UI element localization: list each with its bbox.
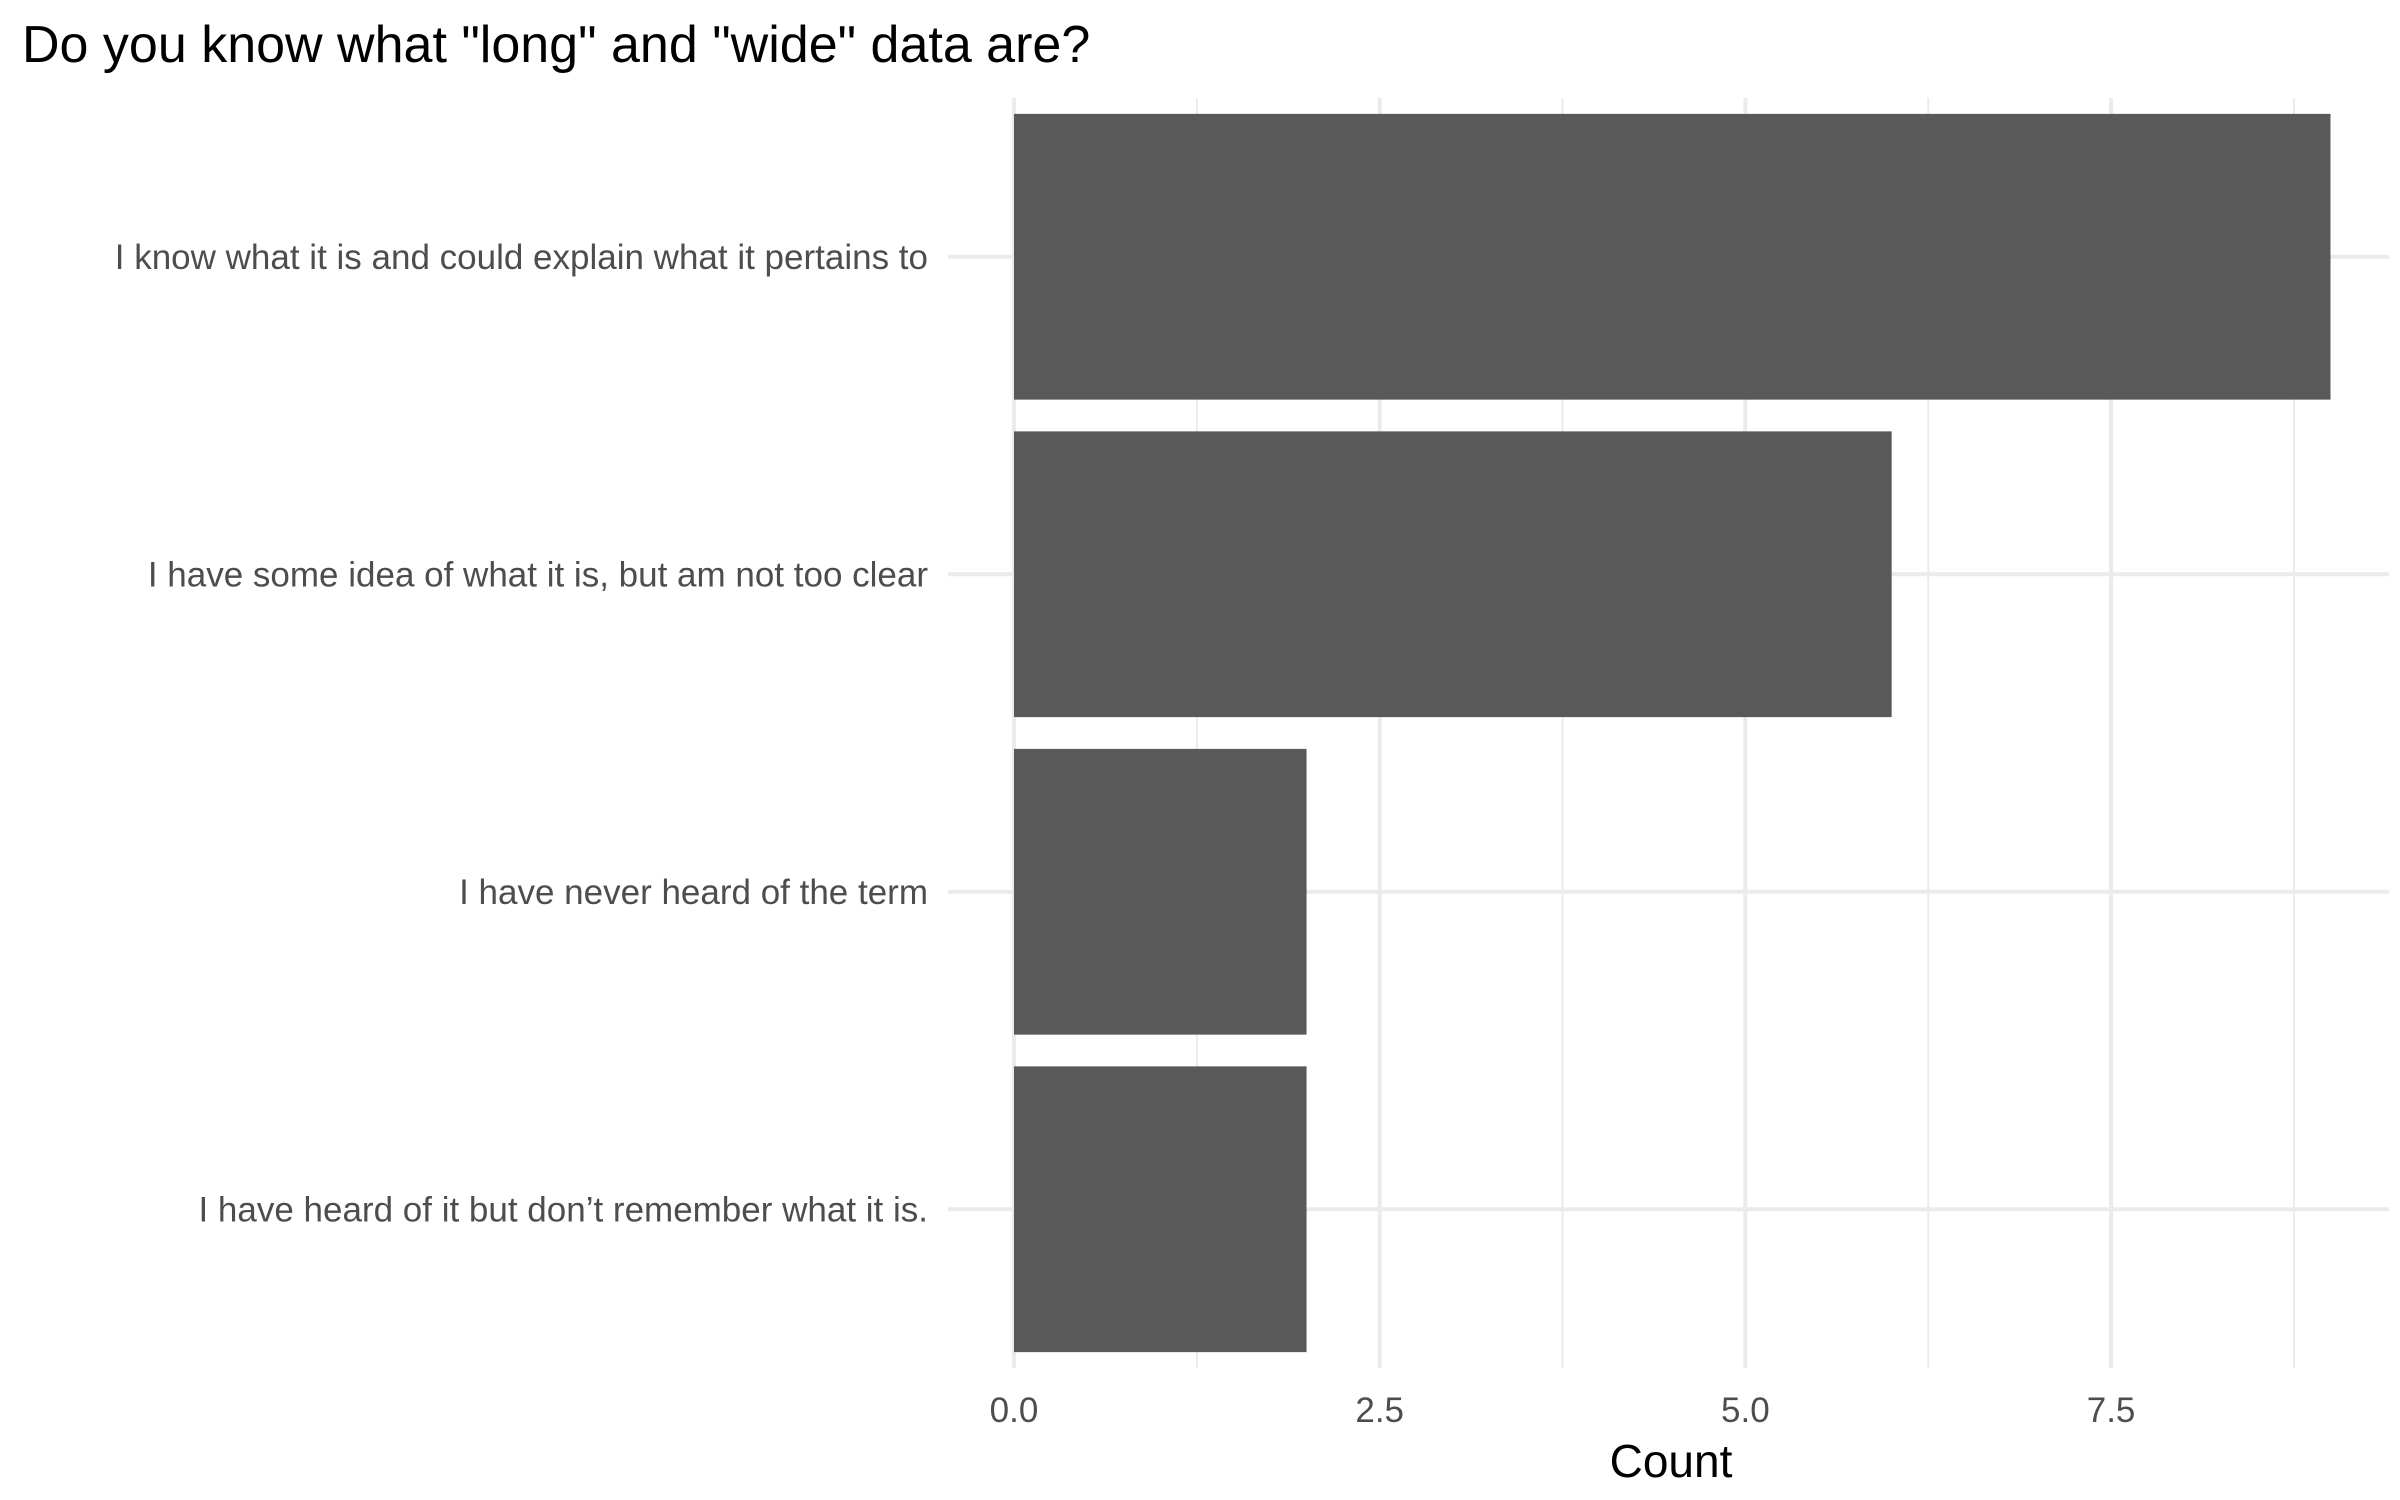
bar (1014, 431, 1892, 718)
chart-title: Do you know what "long" and "wide" data … (22, 16, 1090, 74)
category-label: I know what it is and could explain what… (115, 238, 928, 277)
category-label: I have heard of it but don’t remember wh… (198, 1190, 928, 1229)
bars (1014, 113, 2331, 1353)
category-labels: I know what it is and could explain what… (115, 238, 929, 1230)
category-label: I have never heard of the term (459, 873, 928, 912)
x-tick-label: 5.0 (1721, 1391, 1770, 1430)
x-axis-title: Count (1610, 1435, 1733, 1487)
bar (1014, 1066, 1307, 1353)
x-tick-label: 0.0 (990, 1391, 1039, 1430)
bar (1014, 113, 2331, 400)
x-tick-label: 7.5 (2087, 1391, 2136, 1430)
x-axis-ticks: 0.0 2.5 5.0 7.5 (990, 1391, 2136, 1430)
category-label: I have some idea of what it is, but am n… (148, 555, 928, 594)
x-tick-label: 2.5 (1355, 1391, 1404, 1430)
bar (1014, 748, 1307, 1035)
